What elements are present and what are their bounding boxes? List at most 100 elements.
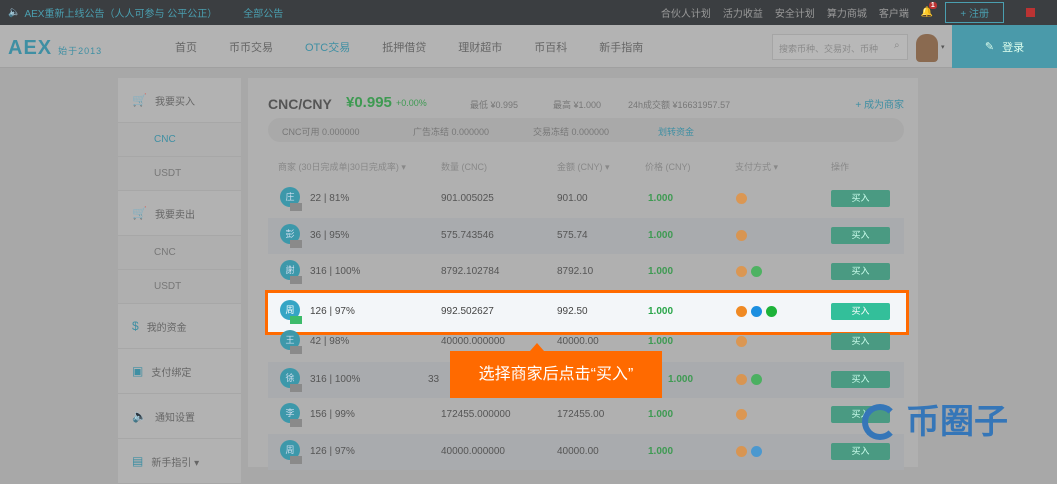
table-row: 周 126 | 97% 40000.000000 40000.00 1.000 买… [268,434,904,470]
bank-pay-icon [736,446,747,457]
merchant-avatar[interactable]: 謝 [280,260,300,280]
speaker-icon: 🔈 [132,409,147,423]
otc-panel: CNC/CNY ¥0.995 +0.00% 最低 ¥0.995 最高 ¥1.00… [248,78,918,467]
price: 1.000 [648,230,674,241]
watermark-logo-icon [862,404,898,440]
nav-finance[interactable]: 理财超市 [458,41,503,54]
buy-button[interactable]: 买入 [831,303,890,320]
bell-icon[interactable]: 🔔 1 [920,2,937,18]
client-link[interactable]: 客户端 [878,9,909,20]
verified-badge [290,203,302,211]
merchant-avatar[interactable]: 周 [280,300,300,320]
become-merchant-link[interactable]: + 成为商家 [855,100,904,111]
col-merchant[interactable]: 商家 (30日完成单|30日完成率) ▾ [278,162,406,172]
sidebar-sell[interactable]: 🛒 我要卖出 [118,191,241,236]
label: USDT [154,168,182,179]
nav-home[interactable]: 首页 [175,41,197,54]
bank-pay-icon [736,230,747,241]
merchant-avatar[interactable]: 彭 [280,224,300,244]
table-row: 彭 36 | 95% 575.743546 575.74 1.000 买入 [268,218,904,254]
verified-badge [290,240,302,248]
sidebar-buy-usdt[interactable]: USDT [118,157,241,191]
merchant-avatar[interactable]: 王 [280,330,300,350]
table-row: 李 156 | 99% 172455.000000 172455.00 1.00… [268,397,904,433]
cart-in-icon: 🛒 [132,93,147,107]
bank-pay-icon [736,266,747,277]
wechat-pay-icon [751,374,762,385]
buy-button[interactable]: 买入 [831,227,890,244]
search-icon[interactable]: ⌕ [894,40,900,51]
bank-pay-icon [736,336,747,347]
quantity: 40000.000000 [441,336,505,347]
main-nav: AEX 始于2013 首页 币币交易 OTC交易 抵押借贷 理财超市 币百科 新手… [0,25,1057,68]
wallet-icon: ▣ [132,364,144,378]
buy-button[interactable]: 买入 [831,333,890,350]
last-price: ¥0.995 [346,94,392,111]
price-change: +0.00% [396,98,427,108]
table-row: 謝 316 | 100% 8792.102784 8792.10 1.000 买入 [268,254,904,290]
bank-pay-icon [736,193,747,204]
merchant-stats: 22 | 81% [310,193,350,204]
amount: 992.50 [557,306,588,317]
sidebar-sell-cnc[interactable]: CNC [118,236,241,270]
col-payment[interactable]: 支付方式 ▾ [735,162,779,172]
all-notices-link[interactable]: 全部公告 [243,9,284,20]
logo[interactable]: AEX 始于2013 [8,37,102,60]
sidebar-notify[interactable]: 🔈 通知设置 [118,394,241,439]
notice-link[interactable]: AEX重新上线公告（人人可参与 公平公正） [24,9,218,20]
merchant-stats: 316 | 100% [310,374,361,385]
search-input[interactable]: 搜索币种、交易对、币种 [772,34,908,60]
pair-title: CNC/CNY [268,96,332,112]
tooltip: 选择商家后点击“买入” [450,343,662,398]
verified-badge [290,346,302,354]
quantity: 992.502627 [441,306,494,317]
nav-wiki[interactable]: 币百科 [534,41,568,54]
verified-badge [290,419,302,427]
merchant-avatar[interactable]: 李 [280,403,300,423]
nav-spot[interactable]: 币币交易 [229,41,273,54]
amount: 901.00 [557,193,588,204]
buy-button[interactable]: 买入 [831,371,890,388]
chevron-down-icon[interactable]: ▾ [941,44,945,51]
top-link[interactable]: 合伙人计划 [660,9,711,20]
transfer-link[interactable]: 划转资金 [658,127,695,137]
avatar[interactable] [916,34,938,62]
buy-button[interactable]: 买入 [831,263,890,280]
flag-icon[interactable] [1026,8,1035,17]
volume-24h: 24h成交额 ¥16631957.57 [628,100,731,110]
merchant-avatar[interactable]: 徐 [280,368,300,388]
top-link[interactable]: 算力商城 [826,9,867,20]
merchant-stats: 316 | 100% [310,266,361,277]
top-link[interactable]: 活力收益 [722,9,763,20]
price: 1.000 [648,266,674,277]
merchant-avatar[interactable]: 周 [280,440,300,460]
price: 1.000 [648,336,674,347]
buy-button[interactable]: 买入 [831,190,890,207]
sidebar-funds[interactable]: $ 我的资金 [118,304,241,349]
table-row: 庄 22 | 81% 901.005025 901.00 1.000 买入 [268,181,904,217]
sidebar-buy[interactable]: 🛒 我要买入 [118,78,241,123]
nav-otc[interactable]: OTC交易 [305,41,351,54]
pencil-icon: ✎ [984,41,995,53]
buy-button[interactable]: 买入 [831,443,890,460]
merchant-avatar[interactable]: 庄 [280,187,300,207]
quantity: 8792.102784 [441,266,500,277]
top-link[interactable]: 安全计划 [774,9,815,20]
col-amount[interactable]: 金额 (CNY) ▾ [557,162,610,172]
label: CNC [154,134,176,145]
nav-guide[interactable]: 新手指南 [599,41,644,54]
low-price: 最低 ¥0.995 [470,100,519,110]
merchant-stats: 126 | 97% [310,306,355,317]
login-button[interactable]: ✎ 登录 [952,25,1057,68]
ad-frozen: 广告冻结 0.000000 [413,127,490,137]
sidebar-buy-cnc[interactable]: CNC [118,123,241,157]
sidebar-payment[interactable]: ▣ 支付绑定 [118,349,241,394]
nav-loan[interactable]: 抵押借贷 [382,41,427,54]
sidebar-guide[interactable]: ▤ 新手指引 ▾ [118,439,241,484]
quantity: 901.005025 [441,193,494,204]
sidebar-sell-usdt[interactable]: USDT [118,270,241,304]
register-button[interactable]: + 注册 [945,2,1004,23]
label: 我要卖出 [154,209,195,221]
cart-out-icon: 🛒 [132,206,147,220]
available-balance: CNC可用 0.000000 [282,127,360,137]
